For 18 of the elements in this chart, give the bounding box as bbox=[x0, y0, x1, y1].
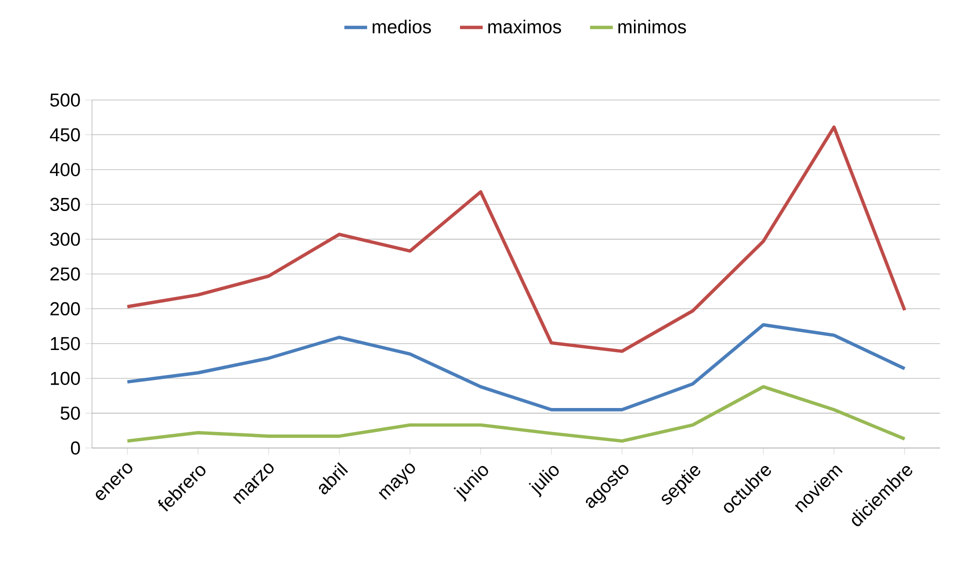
y-tick-label: 350 bbox=[50, 198, 80, 212]
legend-label: medios bbox=[372, 20, 431, 34]
line-series bbox=[126, 125, 906, 353]
line-series bbox=[126, 323, 906, 412]
y-tick-label: 0 bbox=[70, 441, 80, 455]
y-tick-label: 250 bbox=[50, 267, 80, 281]
x-tick-label: julio bbox=[528, 466, 559, 498]
y-tick-label: 100 bbox=[50, 372, 80, 385]
y-tick-label: 50 bbox=[60, 406, 80, 420]
legend-label: maximos bbox=[488, 20, 562, 34]
y-tick-label: 150 bbox=[50, 336, 80, 350]
y-tick-label: 300 bbox=[50, 232, 80, 246]
line-series bbox=[126, 385, 906, 443]
y-tick-label: 200 bbox=[50, 302, 80, 316]
legend-label: minimos bbox=[618, 20, 686, 34]
y-tick-label: 450 bbox=[50, 128, 80, 142]
y-tick-label: 400 bbox=[50, 162, 80, 176]
y-tick-label: 500 bbox=[50, 93, 80, 107]
